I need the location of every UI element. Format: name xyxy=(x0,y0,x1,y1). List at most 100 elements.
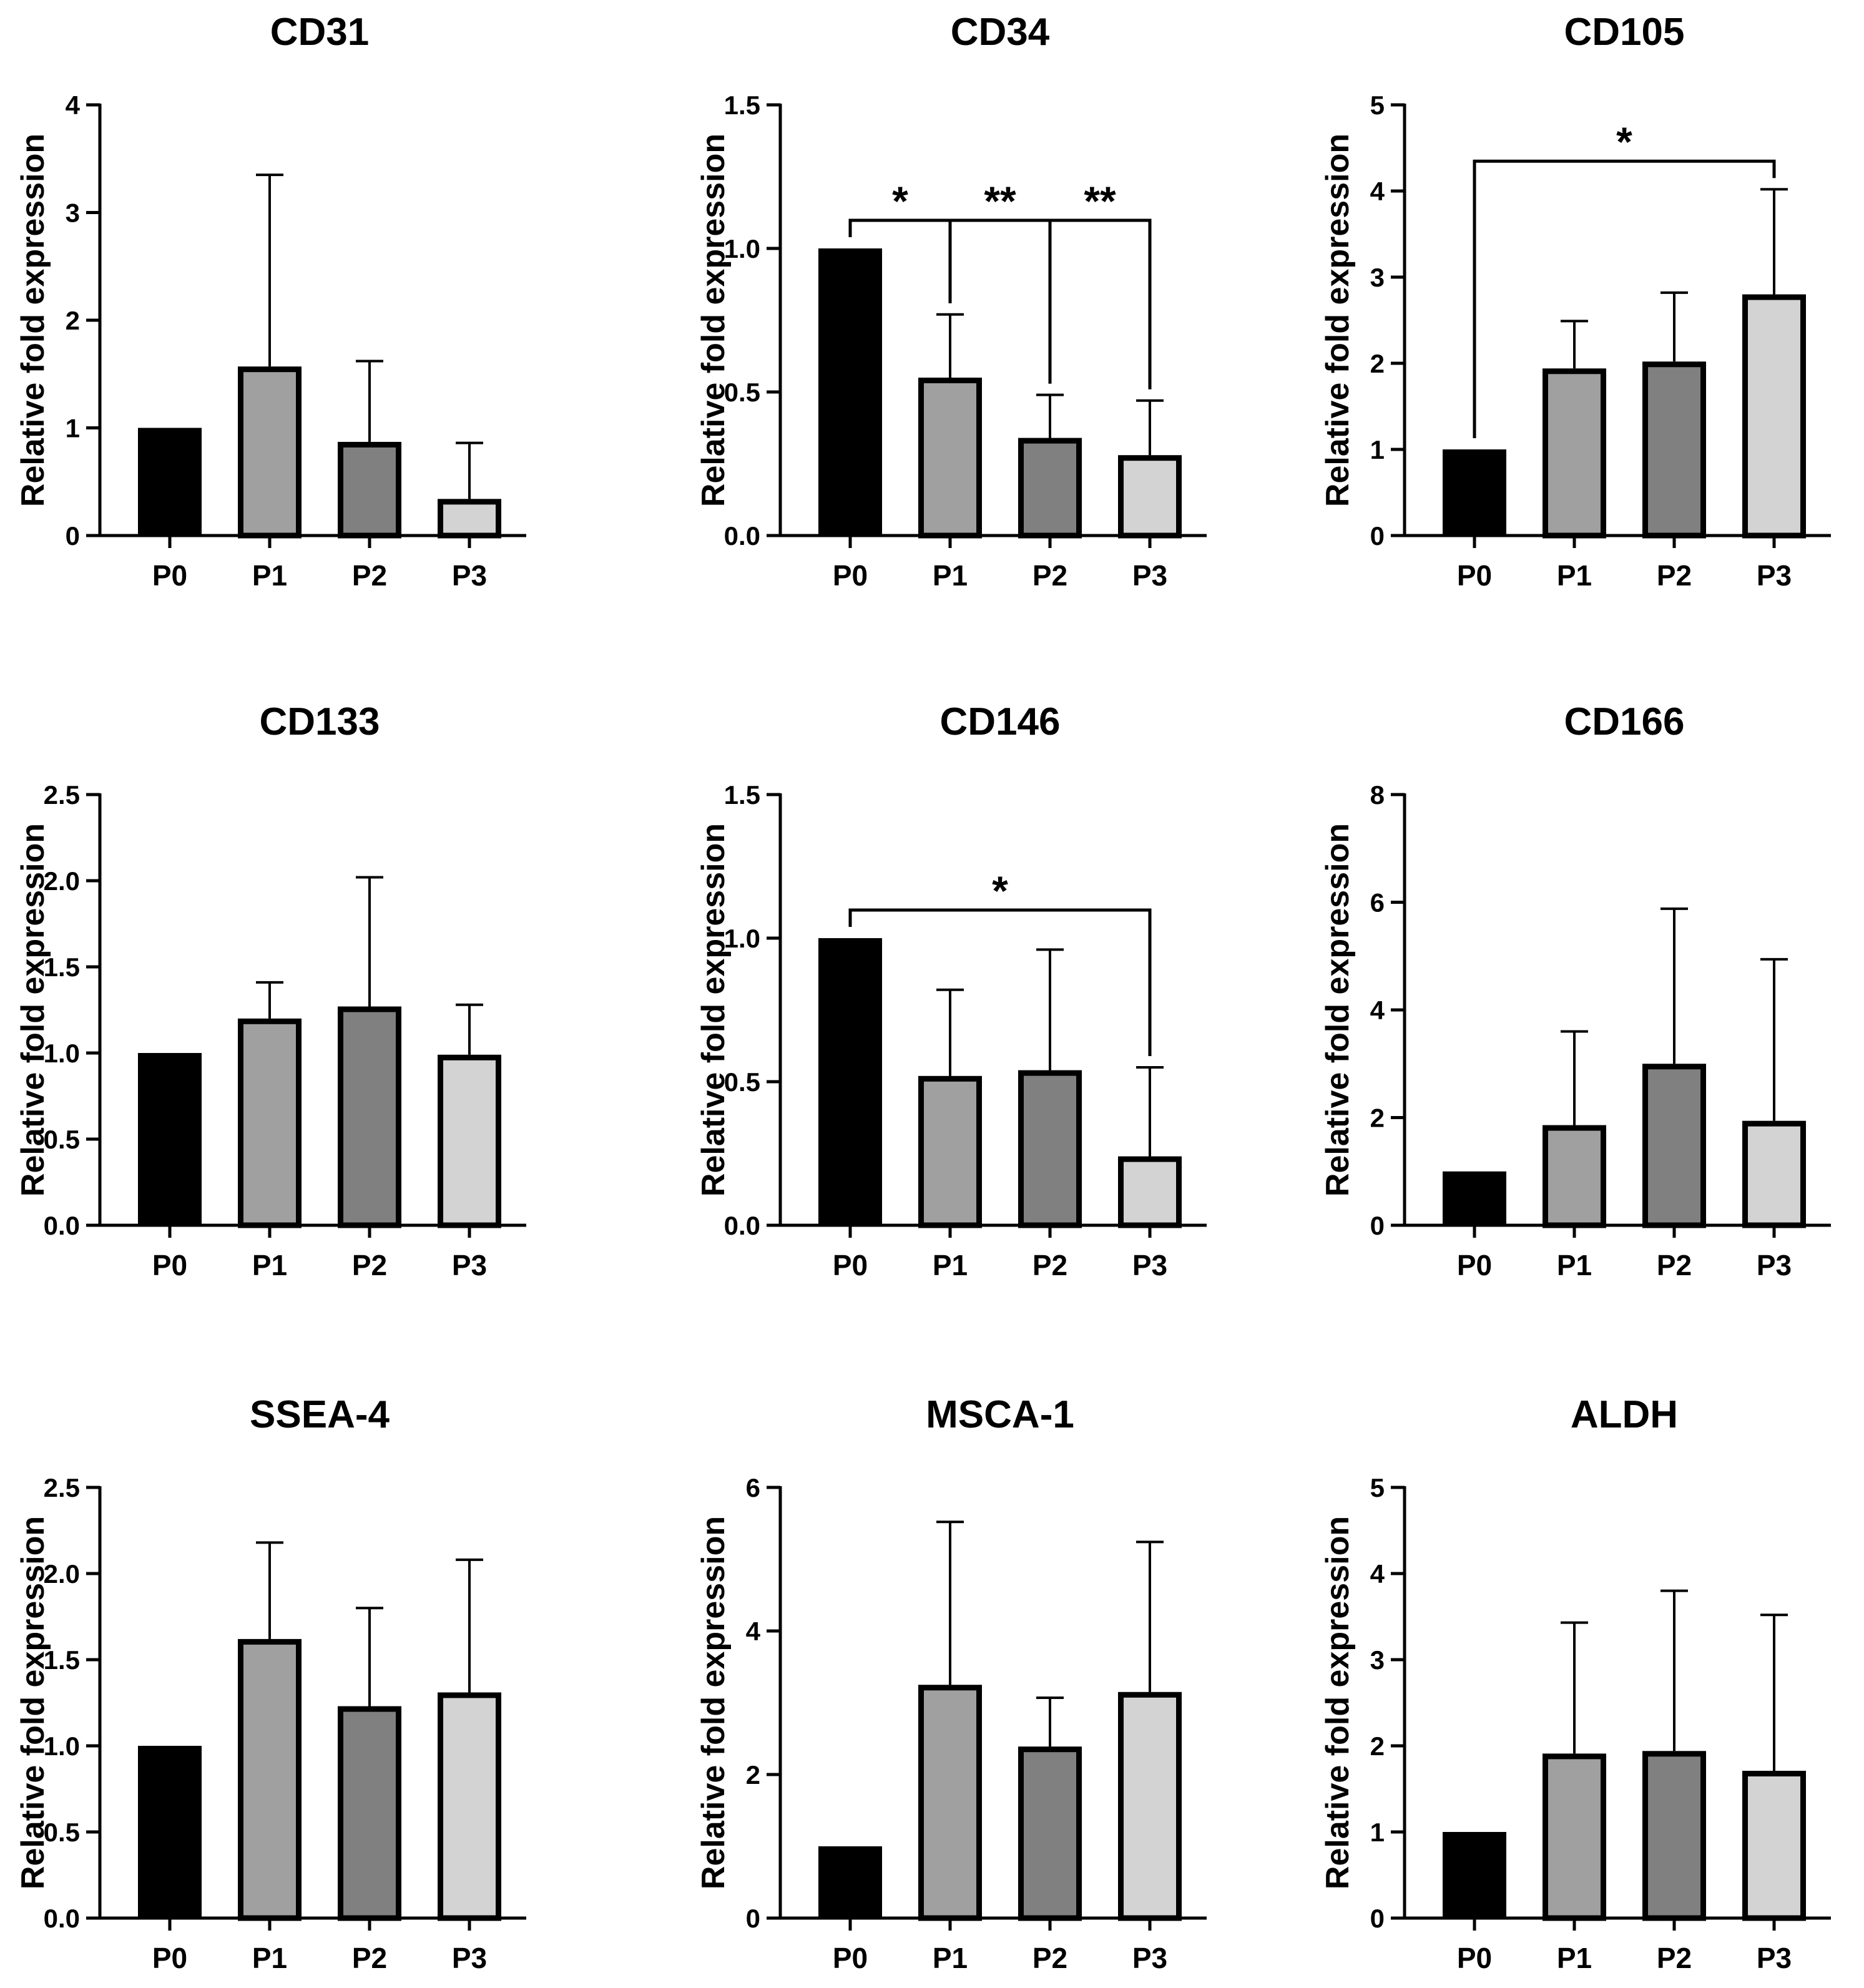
bar-p1 xyxy=(918,378,982,539)
chart-title: CD31 xyxy=(270,11,370,54)
chart-panel-cd105: CD105 Relative fold expression 0 1 2 3 4 5 P0 P1 P… xyxy=(1320,11,1831,592)
y-tick-label: 0.0 xyxy=(724,1211,760,1240)
bar-p2 xyxy=(1018,1746,1082,1921)
x-tick-label: P0 xyxy=(152,559,187,592)
bar-p3 xyxy=(1742,294,1806,539)
y-tick-label: 3 xyxy=(1370,263,1385,292)
x-tick-label: P1 xyxy=(252,1249,287,1281)
x-tick-label: P3 xyxy=(1132,1249,1167,1281)
chart-panel-aldh: ALDH Relative fold expression 0 1 2 3 4 5 P0 P1 P2… xyxy=(1320,1393,1831,1974)
y-tick-label: 0.5 xyxy=(724,378,760,407)
significance-label: ** xyxy=(1084,178,1116,224)
y-axis-label: Relative fold expression xyxy=(695,823,732,1197)
y-tick-label: 1.0 xyxy=(44,1731,80,1761)
bar-p3 xyxy=(1742,1771,1806,1921)
bar-p1 xyxy=(238,1018,302,1228)
y-tick-label: 6 xyxy=(746,1473,760,1502)
x-tick-label: P2 xyxy=(1657,1942,1692,1974)
bar-p1 xyxy=(238,366,302,539)
bar-p2 xyxy=(1018,1070,1082,1228)
significance-bracket xyxy=(848,908,1152,1056)
bar-p2 xyxy=(1642,1064,1706,1228)
y-tick-label: 1.5 xyxy=(44,952,80,982)
bar-p3 xyxy=(1118,1156,1182,1228)
bar-p1 xyxy=(918,1075,982,1228)
x-tick-label: P2 xyxy=(1033,1942,1067,1974)
chart-title: CD105 xyxy=(1564,11,1685,54)
y-tick-label: 1 xyxy=(66,414,80,443)
x-tick-label: P0 xyxy=(833,1942,868,1974)
significance-label: * xyxy=(892,178,908,224)
x-tick-label: P3 xyxy=(452,1249,487,1281)
bar-p2 xyxy=(1642,361,1706,539)
significance-bracket xyxy=(1048,218,1152,389)
chart-panel-cd34: CD34 Relative fold expression 0.0 0.5 1.0 1.5… xyxy=(695,11,1207,592)
bar-p3 xyxy=(1742,1120,1806,1228)
y-tick-label: 0.0 xyxy=(44,1904,80,1933)
y-tick-label: 1 xyxy=(1370,435,1385,464)
y-tick-label: 3 xyxy=(66,198,80,228)
bar-p0 xyxy=(1443,1832,1506,1918)
x-tick-label: P3 xyxy=(1132,1942,1167,1974)
bar-p1 xyxy=(238,1638,302,1921)
bar-p0 xyxy=(818,938,882,1225)
bar-p3 xyxy=(438,1054,501,1228)
x-tick-label: P0 xyxy=(1457,1249,1492,1281)
bar-p1 xyxy=(918,1685,982,1921)
significance-label: ** xyxy=(984,178,1016,224)
y-tick-label: 2.5 xyxy=(44,1473,80,1502)
y-axis-label: Relative fold expression xyxy=(695,134,732,507)
significance-label: * xyxy=(1616,119,1632,165)
x-tick-label: P0 xyxy=(833,1249,868,1281)
bar-p2 xyxy=(338,1706,401,1921)
bar-p0 xyxy=(818,1846,882,1918)
bar-p3 xyxy=(1118,455,1182,539)
y-tick-label: 1.5 xyxy=(724,91,760,120)
y-tick-label: 3 xyxy=(1370,1645,1385,1675)
x-tick-label: P0 xyxy=(833,559,868,592)
chart-panel-cd146: CD146 Relative fold expression 0.0 0.5 1.0 1.… xyxy=(695,700,1207,1281)
x-tick-label: P0 xyxy=(1457,1942,1492,1974)
chart-panel-msca-1: MSCA-1 Relative fold expression 0 2 4 6 P0 P1 P2… xyxy=(695,1393,1207,1974)
y-tick-label: 1.5 xyxy=(44,1645,80,1675)
bar-p2 xyxy=(338,441,401,539)
bar-p3 xyxy=(438,1692,501,1921)
x-tick-label: P0 xyxy=(152,1249,187,1281)
y-tick-label: 1.0 xyxy=(724,234,760,263)
y-tick-label: 1 xyxy=(1370,1818,1385,1847)
y-tick-label: 2 xyxy=(1370,1104,1385,1133)
y-tick-label: 6 xyxy=(1370,888,1385,918)
bar-p3 xyxy=(438,499,501,539)
x-tick-label: P2 xyxy=(1657,1249,1692,1281)
y-tick-label: 0 xyxy=(66,521,80,551)
bar-p2 xyxy=(1642,1751,1706,1921)
y-tick-label: 1.0 xyxy=(44,1039,80,1068)
y-tick-label: 0 xyxy=(1370,1904,1385,1933)
y-axis-label: Relative fold expression xyxy=(1320,823,1356,1197)
x-tick-label: P3 xyxy=(452,1942,487,1974)
y-tick-label: 1.0 xyxy=(724,924,760,953)
y-axis-label: Relative fold expression xyxy=(15,134,51,507)
bar-p0 xyxy=(138,1053,202,1225)
x-tick-label: P2 xyxy=(1657,559,1692,592)
bar-p0 xyxy=(818,248,882,536)
y-tick-label: 2 xyxy=(66,306,80,335)
y-tick-label: 4 xyxy=(1370,177,1385,206)
chart-title: CD34 xyxy=(951,11,1050,54)
chart-title: MSCA-1 xyxy=(926,1393,1074,1436)
x-tick-label: P2 xyxy=(352,559,387,592)
bar-p1 xyxy=(1543,1753,1606,1921)
significance-bracket xyxy=(948,218,1052,384)
chart-title: CD146 xyxy=(940,700,1061,743)
y-tick-label: 8 xyxy=(1370,780,1385,810)
bar-p1 xyxy=(1543,368,1606,539)
x-tick-label: P1 xyxy=(252,559,287,592)
y-tick-label: 0 xyxy=(1370,521,1385,551)
y-axis-label: Relative fold expression xyxy=(1320,134,1356,507)
y-tick-label: 0.0 xyxy=(44,1211,80,1240)
chart-panel-cd31: CD31 Relative fold expression 0 1 2 3 4 P0 P1 P2 P… xyxy=(15,11,526,592)
x-tick-label: P2 xyxy=(1033,1249,1067,1281)
bar-p2 xyxy=(338,1006,401,1228)
x-tick-label: P0 xyxy=(1457,559,1492,592)
y-axis-label: Relative fold expression xyxy=(15,823,51,1197)
